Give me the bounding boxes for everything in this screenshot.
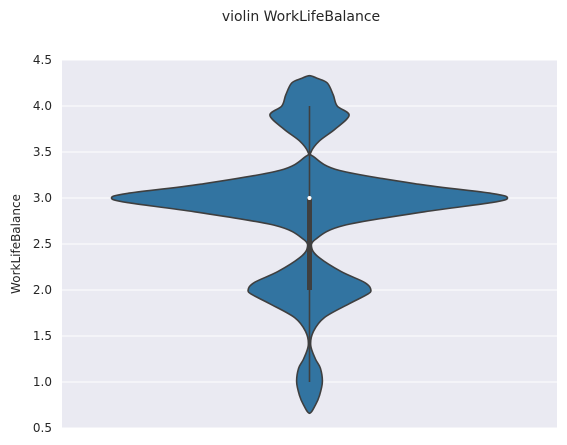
y-tick-label: 3.5 xyxy=(33,145,52,159)
violin-group xyxy=(110,74,509,415)
interquartile-box xyxy=(307,198,312,290)
y-tick-label: 1.5 xyxy=(33,329,52,343)
y-tick-label: 4.5 xyxy=(33,53,52,67)
y-tick-label: 1.0 xyxy=(33,375,52,389)
chart-title: violin WorkLifeBalance xyxy=(222,9,380,25)
y-tick-label: 2.5 xyxy=(33,237,52,251)
y-axis-label: WorkLifeBalance xyxy=(9,194,23,294)
y-tick-label: 4.0 xyxy=(33,99,52,113)
y-tick-label: 3.0 xyxy=(33,191,52,205)
y-tick-labels: 0.5 1.0 1.5 2.0 2.5 3.0 3.5 4.0 4.5 xyxy=(33,53,52,435)
y-tick-label: 0.5 xyxy=(33,421,52,435)
median-point xyxy=(307,196,312,200)
y-tick-label: 2.0 xyxy=(33,283,52,297)
